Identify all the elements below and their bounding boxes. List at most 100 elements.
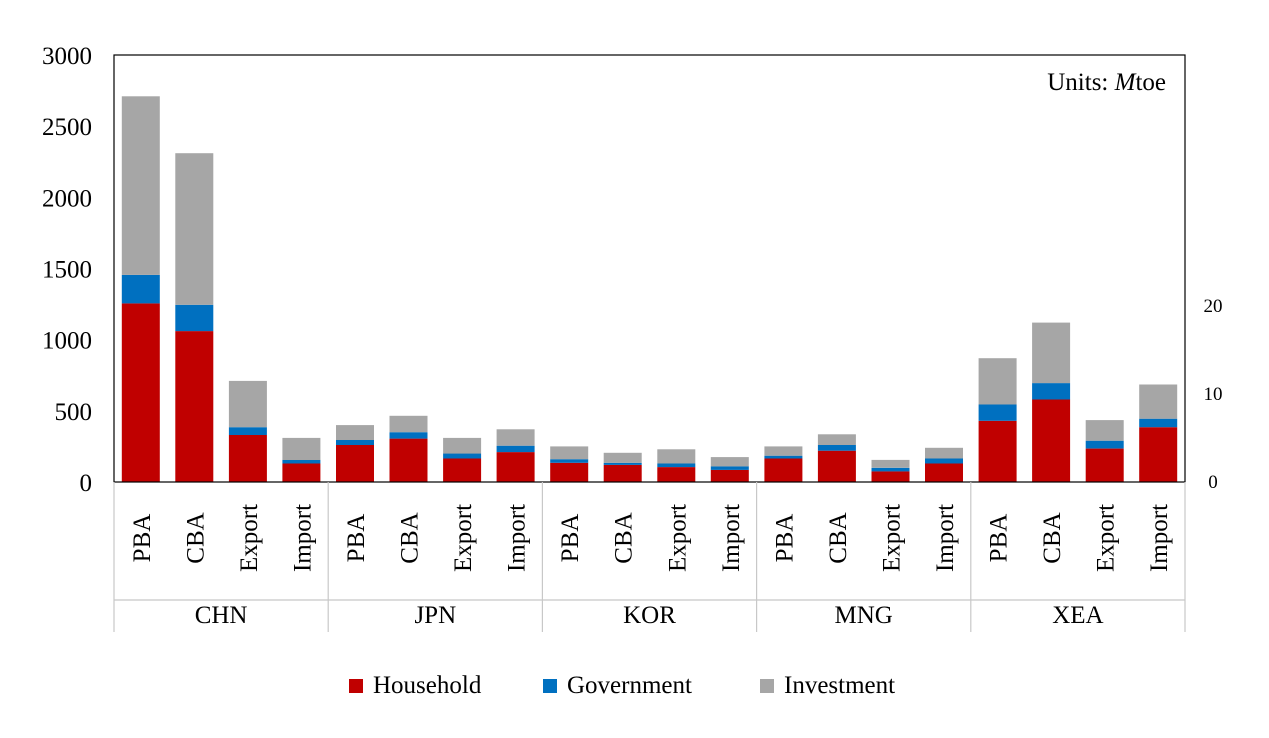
plot-frame (113, 54, 1186, 483)
group-label: CHN (195, 602, 248, 629)
y-tick-label: 2500 (42, 114, 92, 141)
bar-investment-mng-import (925, 447, 963, 459)
bar-household-chn-export (228, 435, 267, 482)
legend-label-government: Government (567, 672, 692, 699)
bar-government-mng-export (871, 467, 910, 472)
x-category-label: Import (932, 504, 959, 572)
x-category-label: PBA (771, 514, 798, 563)
bar-household-mng-import (925, 463, 963, 482)
bar-investment-mng-pba (764, 446, 803, 456)
bar-government-mng-cba (817, 445, 856, 451)
stacked-bar-chart: 0 500 1000 1500 2000 2500 3000 0 10 20 PBA CBA Expor… (42, 43, 1223, 632)
group-label: JPN (414, 602, 456, 629)
units-annotation: Units: Mtoe (1047, 69, 1166, 96)
x-category-label: Import (718, 504, 745, 572)
secondary-y-tick-label: 10 (1204, 384, 1223, 405)
bar-investment-xea-export (1085, 420, 1124, 441)
bar-household-kor-import (710, 469, 749, 482)
bar-government-xea-cba (1032, 383, 1071, 400)
bar-investment-kor-pba (550, 446, 589, 460)
x-category-label: CBA (1039, 512, 1066, 563)
x-category-label: Export (1093, 504, 1120, 572)
axes-layer (113, 54, 1186, 632)
bar-investment-mng-cba (817, 434, 856, 445)
bar-household-xea-export (1085, 448, 1124, 482)
x-category-label: CBA (825, 512, 852, 563)
x-category-label: Export (664, 504, 691, 572)
group-label: KOR (623, 602, 676, 629)
x-category-label: PBA (557, 514, 584, 563)
bar-household-kor-export (657, 467, 696, 482)
y-tick-label: 500 (55, 399, 93, 426)
legend-item-government: Government (543, 668, 692, 704)
legend: Household Government Investment (0, 668, 1269, 704)
legend-swatch-household (349, 679, 363, 693)
x-category-label: Export (236, 504, 263, 572)
bar-investment-xea-import (1139, 384, 1178, 419)
bar-household-jpn-import (496, 452, 535, 482)
y-tick-label: 2000 (42, 185, 92, 212)
legend-label-investment: Investment (784, 672, 896, 699)
bar-household-chn-pba (121, 303, 160, 482)
bar-investment-xea-pba (978, 358, 1017, 405)
bar-government-kor-pba (550, 459, 589, 463)
bar-government-chn-import (282, 459, 321, 464)
secondary-y-tick-label: 20 (1204, 296, 1223, 317)
bar-government-xea-pba (978, 404, 1017, 421)
bar-investment-jpn-export (443, 437, 482, 454)
bar-government-jpn-import (496, 445, 535, 453)
bar-investment-kor-export (657, 449, 696, 464)
group-label: MNG (835, 602, 893, 629)
bar-government-jpn-cba (389, 432, 428, 439)
x-category-label: Import (1146, 504, 1173, 572)
bar-household-jpn-cba (389, 438, 428, 482)
x-category-label: Import (504, 504, 531, 572)
group-label: XEA (1052, 602, 1103, 629)
x-category-label: Export (450, 504, 477, 572)
legend-label-household: Household (373, 672, 482, 699)
bar-investment-chn-import (282, 437, 321, 460)
bar-government-kor-cba (603, 462, 642, 465)
legend-item-investment: Investment (760, 668, 895, 704)
bar-household-jpn-export (443, 458, 482, 482)
y-tick-label: 0 (80, 470, 93, 497)
x-category-label: CBA (611, 512, 638, 563)
x-category-label: Import (289, 504, 316, 572)
bar-household-kor-cba (603, 464, 642, 482)
bar-investment-mng-export (871, 459, 910, 468)
bar-household-chn-cba (175, 331, 214, 482)
secondary-y-tick-label: 0 (1208, 472, 1218, 493)
bar-household-xea-cba (1032, 399, 1071, 482)
x-category-label: PBA (343, 514, 370, 563)
bar-government-kor-export (657, 463, 696, 468)
bar-household-mng-export (871, 471, 910, 482)
bar-household-kor-pba (550, 462, 589, 482)
bar-investment-jpn-cba (389, 415, 428, 433)
labels-layer: 0 500 1000 1500 2000 2500 3000 0 10 20 PBA CBA Expor… (42, 43, 1223, 629)
x-category-label: Export (879, 504, 906, 572)
bar-investment-chn-cba (175, 153, 214, 305)
bar-government-mng-import (925, 458, 963, 464)
y-tick-label: 1000 (42, 328, 92, 355)
bar-household-xea-pba (978, 420, 1017, 482)
bar-government-chn-cba (175, 304, 214, 332)
bar-investment-jpn-pba (336, 425, 374, 440)
x-category-label: CBA (397, 512, 424, 563)
bar-government-xea-export (1085, 440, 1124, 449)
bar-investment-chn-pba (121, 96, 160, 275)
legend-item-household: Household (349, 668, 481, 704)
bar-investment-xea-cba (1032, 322, 1071, 384)
bar-household-mng-pba (764, 458, 803, 482)
bar-government-jpn-export (443, 453, 482, 459)
bar-government-chn-pba (121, 274, 160, 304)
bar-household-jpn-pba (336, 445, 374, 482)
bars-layer (121, 96, 1178, 482)
x-category-label: PBA (129, 514, 156, 563)
bar-household-chn-import (282, 463, 321, 482)
bar-investment-jpn-import (496, 429, 535, 446)
x-category-label: CBA (182, 512, 209, 563)
legend-swatch-government (543, 679, 557, 693)
y-tick-label: 3000 (42, 43, 92, 70)
bar-household-mng-cba (817, 450, 856, 482)
bar-household-xea-import (1139, 427, 1178, 482)
